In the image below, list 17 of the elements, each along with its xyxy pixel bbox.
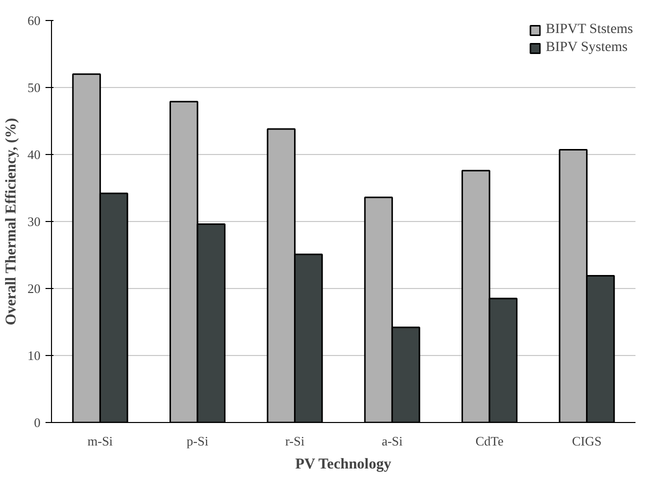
x-tick-label: p-Si	[186, 434, 209, 448]
y-tick-label: 50	[28, 80, 40, 95]
x-tick-label: m-Si	[88, 434, 114, 448]
x-tick-label: CIGS	[572, 434, 602, 448]
y-tick-label: 10	[28, 348, 40, 363]
legend-label: BIPV Systems	[546, 40, 628, 56]
y-tick-label: 60	[28, 13, 40, 28]
x-tick-label: CdTe	[476, 434, 504, 448]
y-tick-label: 0	[34, 415, 40, 430]
y-axis-title: Overall Thermal Efficiency, (%)	[4, 118, 20, 326]
x-axis-title: PV Technology	[295, 456, 392, 472]
x-tick-label: r-Si	[285, 434, 305, 448]
y-tick-label: 30	[28, 214, 40, 229]
x-tick-label: a-Si	[382, 434, 404, 448]
y-tick-label: 20	[28, 281, 40, 296]
y-tick-label: 40	[28, 147, 40, 162]
legend-label: BIPVT Ststems	[546, 22, 633, 38]
